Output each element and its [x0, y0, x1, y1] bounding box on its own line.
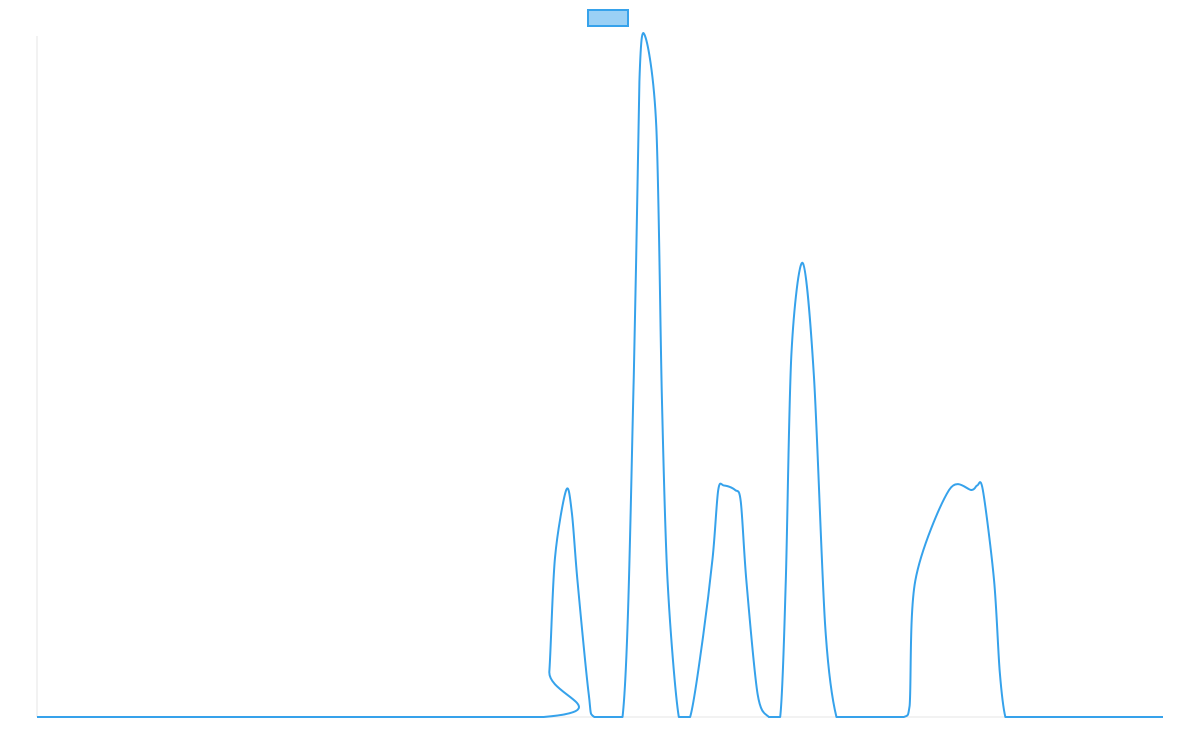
chart-axes: [36, 36, 1163, 718]
legend[interactable]: [587, 9, 629, 27]
series-line-0[interactable]: [36, 32, 1163, 719]
legend-swatch[interactable]: [587, 9, 629, 27]
series-layer: [36, 32, 1163, 719]
